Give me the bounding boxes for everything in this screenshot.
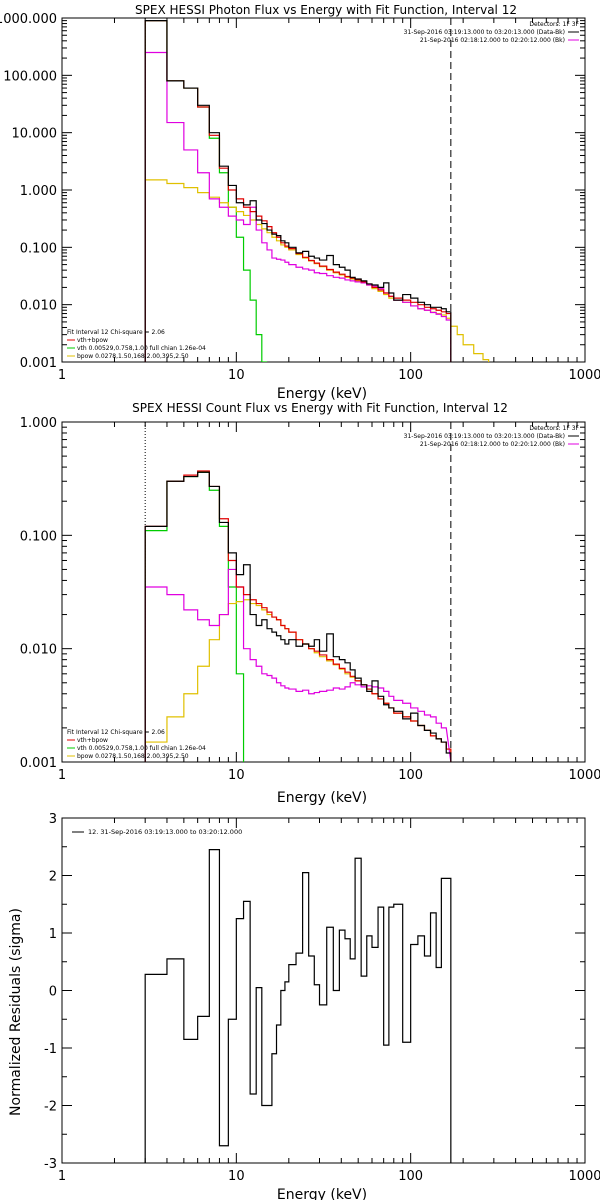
- legend-entry: bpow 0.0278,1.50,168,2.00,395,2.50: [77, 753, 189, 760]
- series-fit: [144, 20, 452, 362]
- series-bkg: [144, 51, 452, 362]
- legend-entry: Fit Interval 12 Chi-square = 2.06: [67, 729, 165, 736]
- y-tick-label: 1.000: [20, 184, 57, 199]
- y-tick-label: -1: [44, 1042, 57, 1057]
- x-tick-label: 1000: [568, 768, 600, 783]
- x-tick-label: 1000: [568, 1169, 600, 1184]
- series-group: [144, 849, 452, 1163]
- x-tick-label: 1: [58, 1169, 66, 1184]
- y-tick-label: 0.001: [20, 356, 57, 371]
- y-tick-label: 0.100: [20, 241, 57, 256]
- legend-entry: 31-Sep-2016 03:19:13.000 to 03:20:13.000…: [404, 433, 565, 440]
- legend-entry: vth+bpow: [77, 337, 108, 344]
- count-flux-title: SPEX HESSI Count Flux vs Energy with Fit…: [132, 401, 508, 415]
- x-tick-label: 10: [228, 368, 245, 383]
- legend-entry: 21-Sep-2016 02:18:12.000 to 02:20:12.000…: [420, 441, 565, 448]
- y-tick-label: 3: [49, 812, 57, 827]
- photon-flux-xlabel: Energy (keV): [277, 386, 367, 402]
- legend-entry: 31-Sep-2016 03:19:13.000 to 03:20:13.000…: [404, 29, 565, 36]
- x-tick-label: 10: [228, 1169, 245, 1184]
- photon-flux-panel: SPEX HESSI Photon Flux vs Energy with Fi…: [0, 3, 600, 402]
- x-tick-label: 100: [398, 1169, 423, 1184]
- x-tick-label: 1000: [568, 368, 600, 383]
- legend-entry: 21-Sep-2016 02:18:12.000 to 02:20:12.000…: [420, 37, 565, 44]
- legend-entry: Fit Interval 12 Chi-square = 2.06: [67, 329, 165, 336]
- count-flux-plot-area: 1 10 100 1000 1.000 0.100 0.010 0.001 Detectors:…: [20, 416, 600, 783]
- series-bpow: [144, 179, 490, 362]
- series-total: [144, 471, 452, 762]
- y-tick-label: 0: [49, 985, 57, 1000]
- y-tick-label: 1: [49, 927, 57, 942]
- y-tick-label: 1000.000: [0, 12, 57, 27]
- y-tick-label: 2: [49, 870, 57, 885]
- photon-flux-title: SPEX HESSI Photon Flux vs Energy with Fi…: [135, 3, 517, 17]
- plot-frame: [61, 817, 586, 1164]
- legend-entry: bpow 0.0278,1.50,168,2.00,395,2.50: [77, 353, 189, 360]
- x-tick-label: 1: [58, 768, 66, 783]
- y-tick-label: 0.001: [20, 756, 57, 771]
- legend-entry: vth+bpow: [77, 737, 108, 744]
- y-tick-label: 100.000: [3, 69, 57, 84]
- count-flux-xlabel: Energy (keV): [277, 790, 367, 806]
- series-total: [144, 849, 452, 1163]
- legend-entry: vth 0.00529,0.758,1.00 full chian 1.26e-…: [77, 345, 206, 352]
- count-flux-panel: SPEX HESSI Count Flux vs Energy with Fit…: [20, 401, 600, 806]
- y-tick-label: -3: [44, 1157, 57, 1172]
- series-bkg: [144, 568, 452, 762]
- series-group: [144, 20, 490, 362]
- y-tick-label: 10.000: [12, 127, 58, 142]
- x-tick-label: 1: [58, 368, 66, 383]
- series-bpow: [144, 599, 452, 762]
- legend-entry: Detectors: 1F 3F: [529, 425, 579, 432]
- series-total: [144, 20, 452, 362]
- photon-flux-plot-area: 1 10 100 1000 1000.000 100.000 10.000 1.000 0.10…: [0, 12, 600, 383]
- residuals-xlabel: Energy (keV): [277, 1187, 367, 1200]
- plot-frame: [61, 17, 586, 363]
- y-tick-label: 0.010: [20, 299, 57, 314]
- x-tick-label: 100: [398, 768, 423, 783]
- series-group: [144, 470, 452, 762]
- residuals-ylabel: Normalized Residuals (sigma): [8, 908, 24, 1116]
- legend-entry: Detectors: 1F 3F: [529, 21, 579, 28]
- x-tick-label: 100: [398, 368, 423, 383]
- y-tick-label: -2: [44, 1100, 57, 1115]
- y-tick-label: 0.100: [20, 529, 57, 544]
- legend-entry: 12. 31-Sep-2016 03:19:13.000 to 03:20:12…: [88, 828, 242, 836]
- x-tick-label: 10: [228, 768, 245, 783]
- series-vth: [144, 20, 268, 362]
- y-tick-label: 1.000: [20, 416, 57, 431]
- legend-entry: vth 0.00529,0.758,1.00 full chian 1.26e-…: [77, 745, 206, 752]
- series-vth: [144, 471, 245, 762]
- y-tick-label: 0.010: [20, 643, 57, 658]
- plot-frame: [61, 421, 586, 763]
